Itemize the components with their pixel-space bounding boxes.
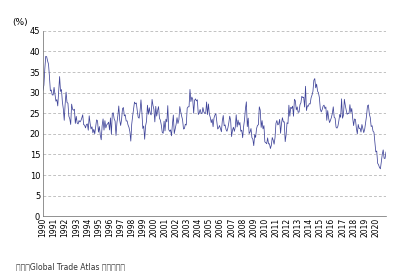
Text: (%): (%) bbox=[12, 18, 28, 27]
Text: 資料：Global Trade Atlas より作成。: 資料：Global Trade Atlas より作成。 bbox=[16, 262, 125, 271]
